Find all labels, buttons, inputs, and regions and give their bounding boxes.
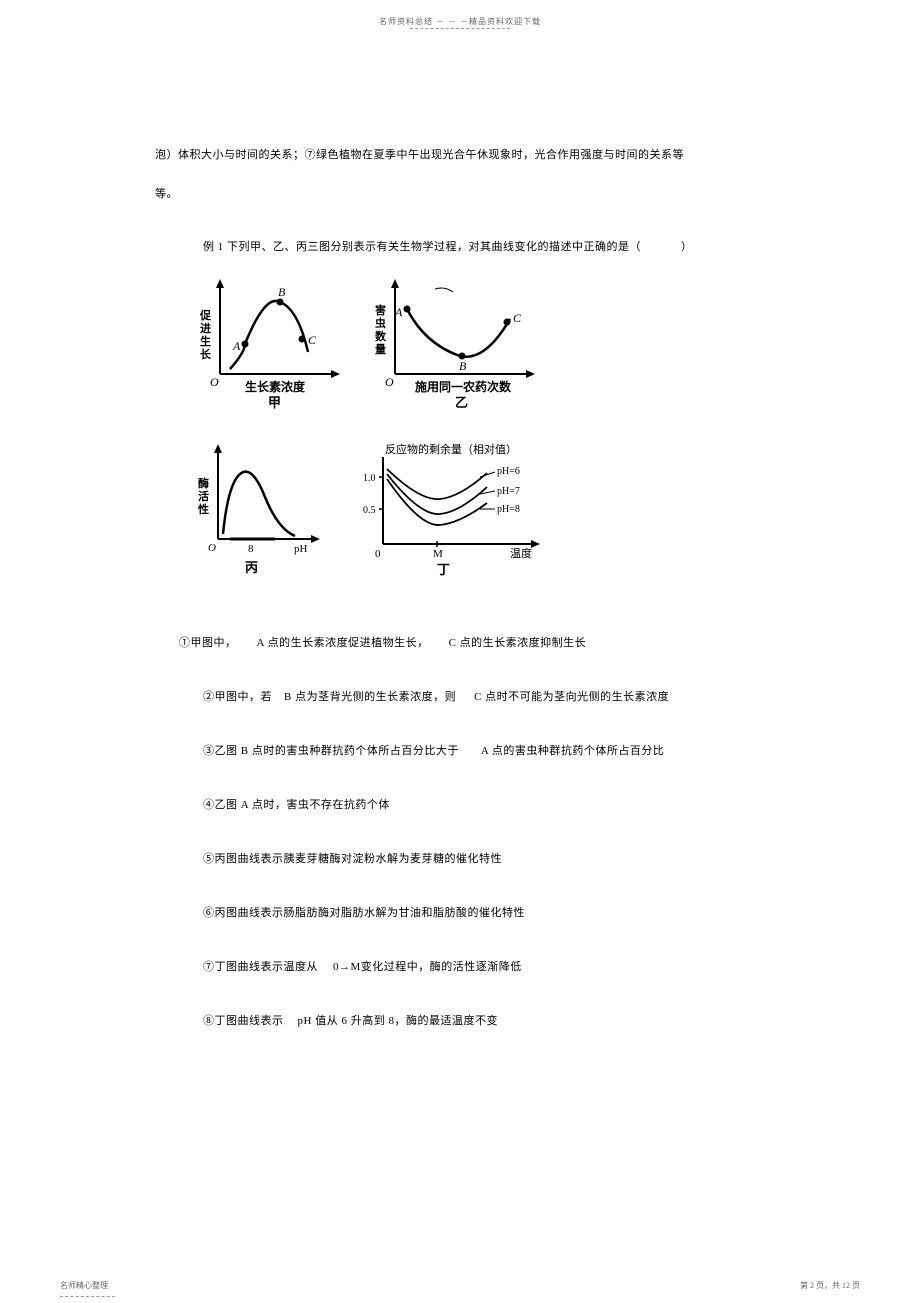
s8-suffix: pH 值从 6 升高到 8，酶的最适温度不变 [298,1015,498,1027]
legend-2: pH=7 [497,486,520,497]
s2-suffix: C 点时不可能为茎向光侧的生长素浓度 [474,691,669,703]
s7-prefix: ⑦丁图曲线表示温度从 [203,961,318,973]
origin-label: O [208,542,216,554]
chart-jia: A B C O 促 进 生 长 生长素浓度 甲 [190,274,345,419]
footer-prefix: 第 [800,1281,810,1290]
ytick-1: 1.0 [363,473,376,484]
sublabel: 丙 [245,560,258,575]
point-a-label: A [232,339,241,353]
sublabel: 乙 [455,395,468,410]
xtick: M [433,548,443,560]
legend-1: pH=6 [497,466,520,477]
point-c-label: C [308,333,317,347]
ylabel-char4: 量 [375,343,386,356]
xlabel: 温度 [510,546,532,560]
example-suffix: ） [681,241,693,253]
s2-prefix: ②甲图中，若 [203,691,272,703]
statement-list: ①甲图中， A 点的生长素浓度促进植物生长， C 点的生长素浓度抑制生长 ②甲图中，… [155,634,765,1028]
s8-prefix: ⑧丁图曲线表示 [203,1015,284,1027]
s1-prefix: ①甲图中， [179,637,237,649]
page-header: 名师资料总结 － － －精品资料欢迎下载 [379,16,541,27]
statement-5: ⑤丙图曲线表示胰麦芽糖酶对淀粉水解为麦芽糖的催化特性 [155,850,765,866]
footer-total: 12 [842,1281,850,1290]
chart-yi: A B C O 害 虫 数 量 施用同一农药次数 乙 [365,274,545,419]
footer-suffix: 页 [850,1281,860,1290]
ylabel-char1: 酶 [198,476,209,490]
point-a-label: A [394,305,403,319]
chart-bing-svg: O 8 pH 酶 活 性 丙 [190,439,325,579]
title: 反应物的剩余量（相对值） [385,442,517,456]
statement-3: ③乙图 B 点时的害虫种群抗药个体所占百分比大于 A 点的害虫种群抗药个体所占百分… [155,742,765,758]
statement-1: ①甲图中， A 点的生长素浓度促进植物生长， C 点的生长素浓度抑制生长 [155,634,765,650]
origin: 0 [375,548,381,560]
footer-left-divider [60,1296,115,1297]
point-c-label: C [513,311,522,325]
sublabel: 丁 [437,562,450,577]
origin-label: O [385,375,394,389]
ylabel-char3: 数 [375,329,387,343]
statement-6: ⑥丙图曲线表示肠脂肪酶对脂肪水解为甘油和脂肪酸的催化特性 [155,904,765,920]
xtick: 8 [248,543,254,555]
xlabel: pH [294,543,308,555]
s1-suffix: C 点的生长素浓度抑制生长 [449,637,587,649]
statement-8: ⑧丁图曲线表示 pH 值从 6 升高到 8，酶的最适温度不变 [155,1012,765,1028]
s3-suffix: A 点的害虫种群抗药个体所占百分比 [481,745,665,757]
point-b-label: B [459,359,467,373]
example-title: 例 1 下列甲、乙、丙三图分别表示有关生物学过程，对其曲线变化的描述中正确的是（… [155,238,765,254]
xlabel: 施用同一农药次数 [415,379,512,394]
header-divider [410,28,510,29]
diagram-row-1: A B C O 促 进 生 长 生长素浓度 甲 [190,274,765,419]
ylabel-char3: 性 [198,502,209,516]
statement-7: ⑦丁图曲线表示温度从 0→M变化过程中，酶的活性逐渐降低 [155,958,765,974]
point-b-label: B [278,285,286,299]
footer-right: 第 2 页，共 12 页 [800,1280,860,1291]
xlabel: 生长素浓度 [245,379,306,394]
chart-ding-svg: 反应物的剩余量（相对值） 1.0 0.5 [345,439,565,579]
statement-4: ④乙图 A 点时，害虫不存在抗药个体 [155,796,765,812]
ylabel-char2: 进 [200,321,211,335]
paragraph-1: 泡）体积大小与时间的关系；⑦绿色植物在夏季中午出现光合午休现象时，光合作用强度与… [155,140,765,171]
s7-suffix: 0→M变化过程中，酶的活性逐渐降低 [333,961,522,973]
chart-bing: O 8 pH 酶 活 性 丙 [190,439,325,584]
s3-prefix: ③乙图 B 点时的害虫种群抗药个体所占百分比大于 [203,745,459,757]
s1-mid: A 点的生长素浓度促进植物生长， [257,637,429,649]
ytick-2: 0.5 [363,505,376,516]
statement-2: ②甲图中，若 B 点为茎背光侧的生长素浓度，则 C 点时不可能为茎向光侧的生长素浓度 [155,688,765,704]
ylabel-char1: 害 [375,303,386,317]
ylabel-char2: 虫 [375,316,386,330]
chart-ding: 反应物的剩余量（相对值） 1.0 0.5 [345,439,565,584]
ylabel-char4: 长 [200,347,212,361]
diagram-row-2: O 8 pH 酶 活 性 丙 反应物的剩余量（相对值） [190,439,765,584]
footer-mid: 页，共 [814,1281,842,1290]
sublabel: 甲 [268,395,281,410]
s2-mid: B 点为茎背光侧的生长素浓度，则 [284,691,456,703]
diagrams: A B C O 促 进 生 长 生长素浓度 甲 [190,274,765,584]
origin-label: O [210,375,219,389]
main-content: 泡）体积大小与时间的关系；⑦绿色植物在夏季中午出现光合午休现象时，光合作用强度与… [155,140,765,1028]
ylabel-char2: 活 [198,489,209,503]
legend-3: pH=8 [497,504,520,515]
footer-left: 名师精心整理 [60,1280,108,1291]
example-prefix: 例 1 下列甲、乙、丙三图分别表示有关生物学过程，对其曲线变化的描述中正确的是（ [203,241,641,253]
ylabel-char1: 促 [199,308,212,322]
paragraph-2: 等。 [155,179,765,210]
chart-yi-svg: A B C O 害 虫 数 量 施用同一农药次数 乙 [365,274,545,414]
chart-jia-svg: A B C O 促 进 生 长 生长素浓度 甲 [190,274,345,414]
ylabel-char3: 生 [200,334,211,348]
